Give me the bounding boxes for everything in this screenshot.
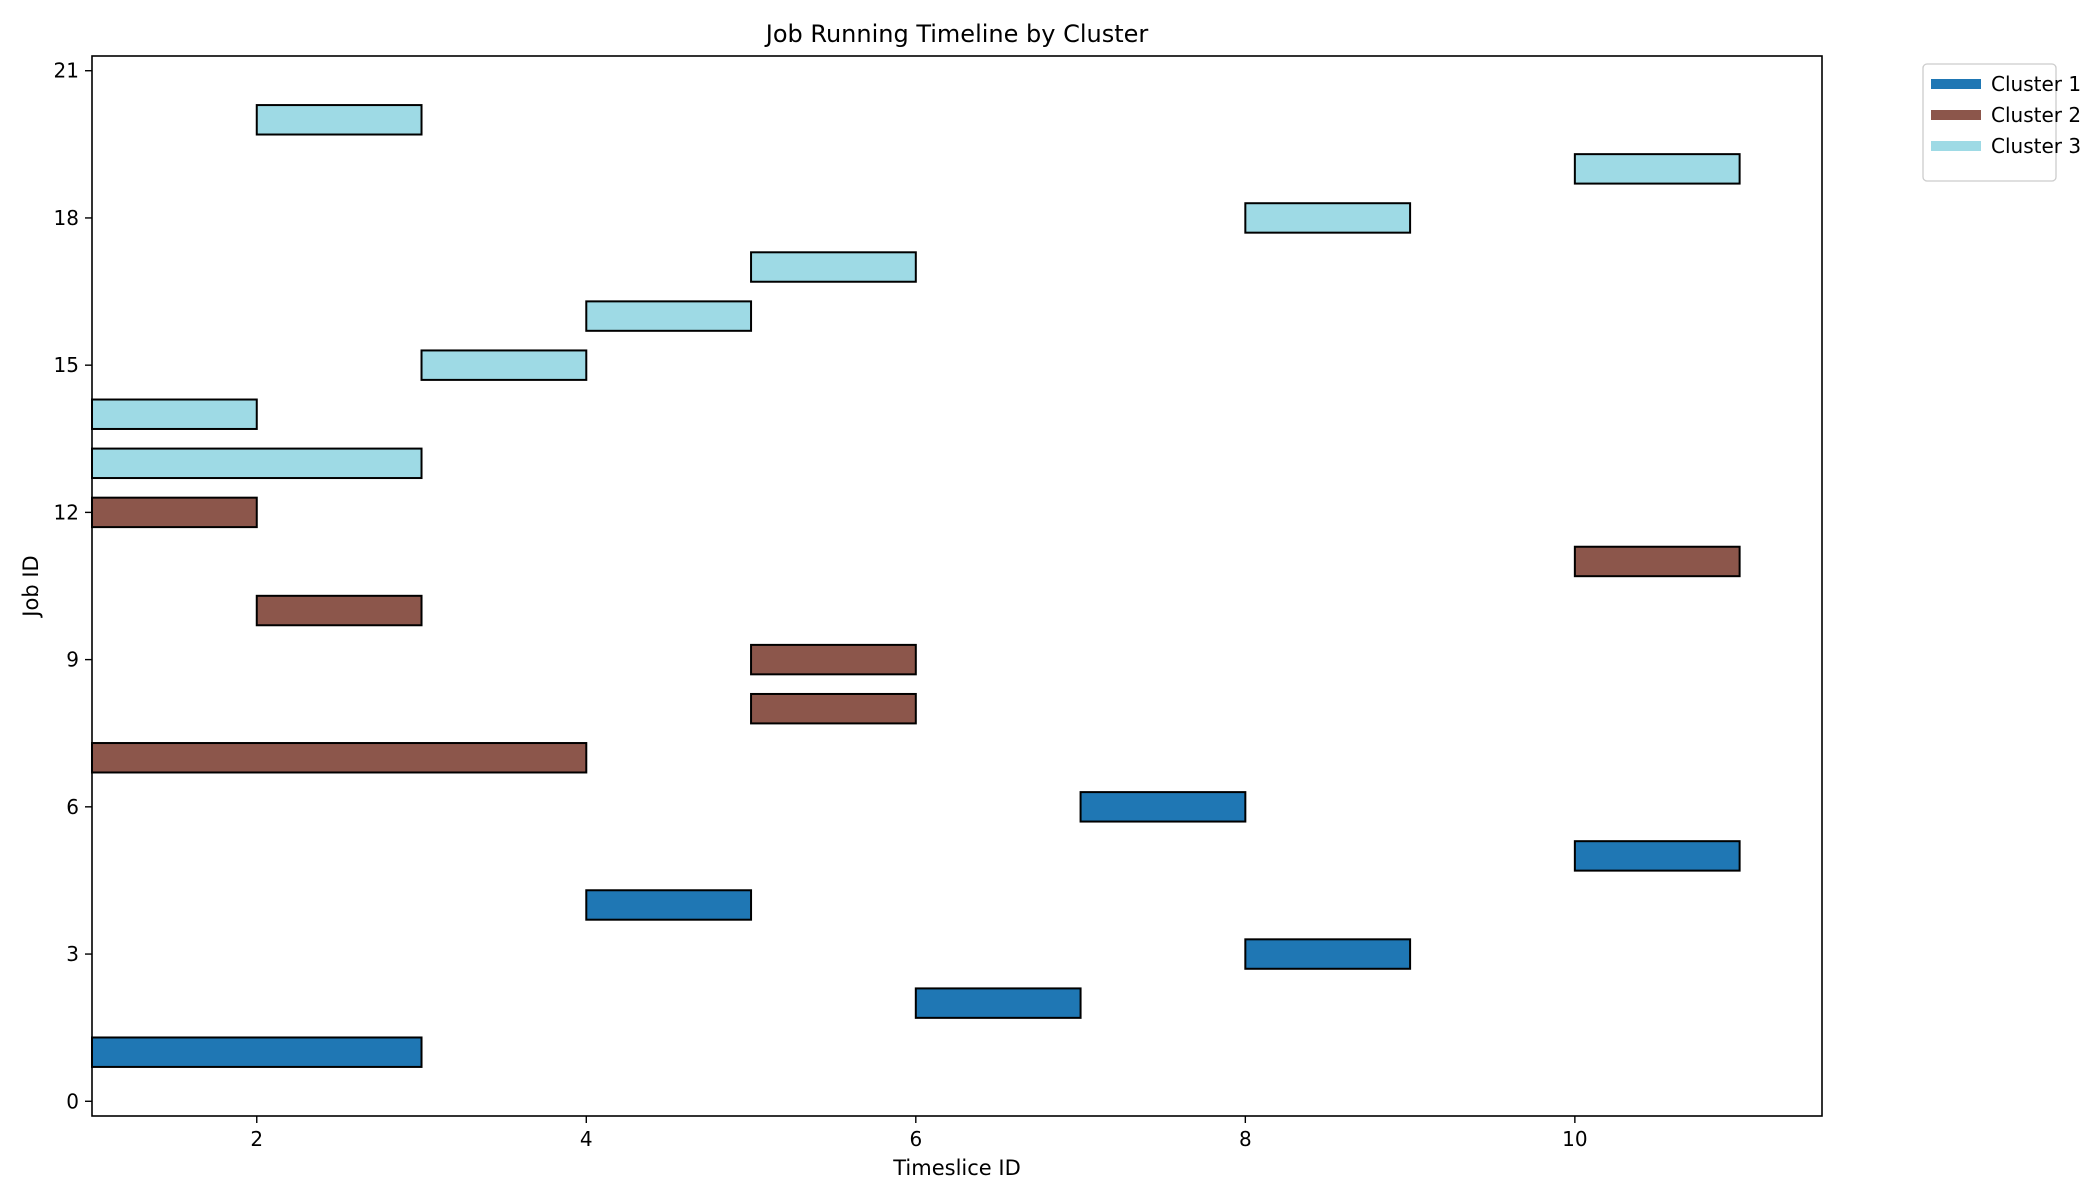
y-axis-ticks: 0 3 6 9 12 15 18 21	[54, 59, 92, 1113]
y-tick-label: 9	[66, 648, 79, 672]
job-bar	[255, 594, 423, 627]
job-bar	[1079, 791, 1247, 823]
x-axis-label: Timeslice ID	[892, 1156, 1021, 1180]
job-bar	[91, 742, 588, 774]
job-bar	[750, 643, 917, 676]
x-axis-ticks: 2 4 6 8 10	[250, 1116, 1588, 1151]
y-tick-label: 18	[54, 206, 79, 230]
job-bar	[255, 104, 423, 136]
legend: Cluster 1 Cluster 2 Cluster 3	[1922, 63, 2081, 182]
job-bar	[585, 889, 753, 921]
job-bar	[585, 300, 753, 332]
job-bar	[91, 398, 258, 430]
legend-label: Cluster 2	[1991, 103, 2081, 127]
legend-frame	[1922, 63, 2057, 182]
plot-frame	[91, 55, 1823, 1117]
job-bar	[750, 692, 917, 725]
job-bar	[91, 1036, 423, 1068]
job-bar	[1244, 938, 1412, 970]
job-bar	[91, 447, 423, 480]
job-bar	[750, 251, 917, 283]
y-axis-label: Job ID	[19, 555, 43, 618]
x-tick-label: 4	[580, 1127, 593, 1151]
x-tick-label: 2	[250, 1127, 263, 1151]
chart-title: Job Running Timeline by Cluster	[764, 20, 1149, 48]
y-tick-label: 3	[66, 942, 79, 966]
y-tick-label: 12	[54, 500, 79, 524]
y-tick-label: 15	[54, 353, 79, 377]
x-tick-label: 6	[909, 1127, 922, 1151]
y-tick-label: 21	[54, 59, 79, 83]
job-bar	[420, 349, 588, 381]
y-tick-label: 6	[66, 795, 79, 819]
bars-layer	[91, 104, 1741, 1068]
legend-label: Cluster 1	[1991, 72, 2081, 96]
x-tick-label: 10	[1562, 1127, 1587, 1151]
job-bar	[1573, 153, 1741, 185]
legend-label: Cluster 3	[1991, 134, 2081, 158]
job-bar	[91, 496, 258, 529]
job-bar	[1573, 840, 1741, 872]
job-bar	[914, 987, 1082, 1019]
job-bar	[1573, 545, 1741, 578]
y-tick-label: 0	[66, 1089, 79, 1113]
x-tick-label: 8	[1239, 1127, 1252, 1151]
job-bar	[1244, 202, 1412, 234]
